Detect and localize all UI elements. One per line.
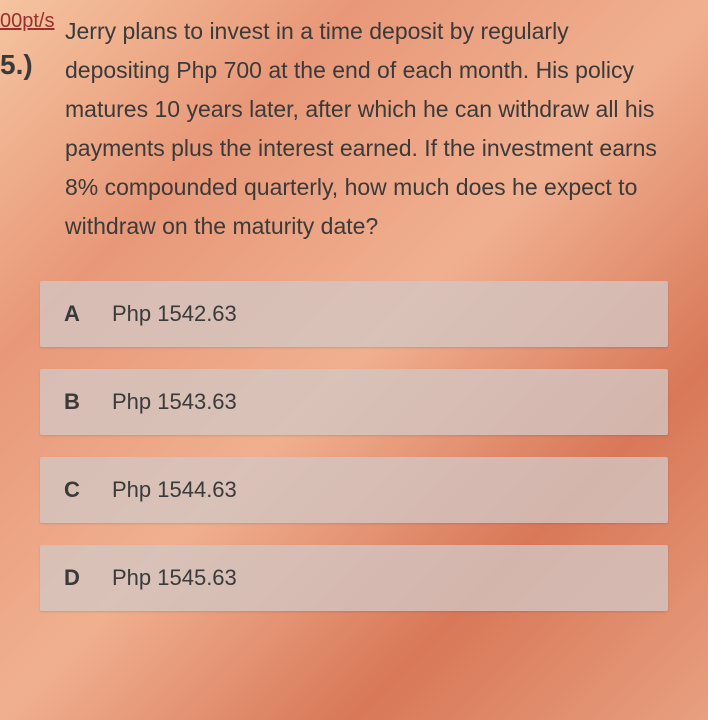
option-text: Php 1545.63: [112, 565, 237, 591]
option-letter: C: [64, 477, 112, 503]
option-letter: D: [64, 565, 112, 591]
option-letter: B: [64, 389, 112, 415]
option-text: Php 1544.63: [112, 477, 237, 503]
header-row: 00pt/s 5.) Jerry plans to invest in a ti…: [0, 10, 688, 247]
option-text: Php 1543.63: [112, 389, 237, 415]
question-number: 5.): [0, 49, 60, 81]
points-link[interactable]: 00pt/s: [0, 10, 54, 32]
option-a[interactable]: A Php 1542.63: [40, 281, 668, 347]
left-column: 00pt/s 5.): [0, 10, 65, 81]
option-c[interactable]: C Php 1544.63: [40, 457, 668, 523]
option-d[interactable]: D Php 1545.63: [40, 545, 668, 611]
options-list: A Php 1542.63 B Php 1543.63 C Php 1544.6…: [40, 281, 668, 611]
option-letter: A: [64, 301, 112, 327]
quiz-container: 00pt/s 5.) Jerry plans to invest in a ti…: [0, 0, 708, 653]
option-b[interactable]: B Php 1543.63: [40, 369, 668, 435]
question-text: Jerry plans to invest in a time deposit …: [65, 10, 688, 247]
option-text: Php 1542.63: [112, 301, 237, 327]
